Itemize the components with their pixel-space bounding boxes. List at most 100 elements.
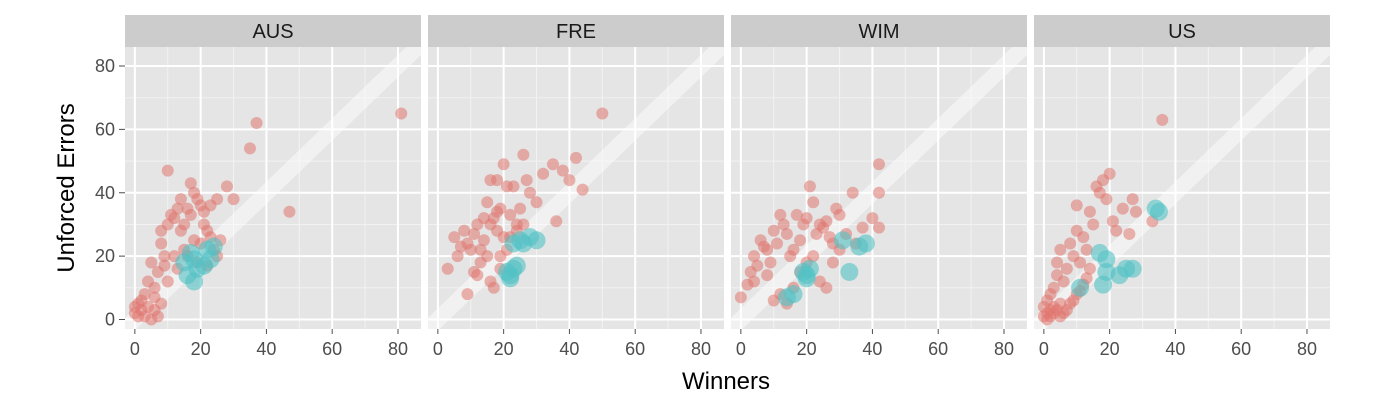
- data-point-salmon: [158, 250, 171, 263]
- data-point-salmon: [1100, 193, 1113, 206]
- data-point-salmon: [807, 196, 820, 209]
- data-point-salmon: [1116, 202, 1129, 215]
- data-point-salmon: [1083, 262, 1096, 275]
- data-point-salmon: [395, 107, 408, 120]
- data-point-teal: [1097, 250, 1116, 269]
- data-point-salmon: [748, 250, 761, 263]
- data-point-salmon: [148, 281, 161, 294]
- x-tick-label: 80: [1297, 339, 1317, 359]
- facet-strip-aus: [125, 15, 421, 47]
- x-tick-label: 60: [928, 339, 948, 359]
- x-tick-label: 40: [862, 339, 882, 359]
- data-point-salmon: [174, 193, 187, 206]
- x-axis-title: Winners: [682, 368, 770, 395]
- data-point-salmon: [184, 208, 197, 221]
- data-point-salmon: [807, 250, 820, 263]
- data-point-salmon: [161, 275, 174, 288]
- data-point-salmon: [761, 243, 774, 256]
- x-tick-label: 60: [625, 339, 645, 359]
- y-tick-label: 20: [95, 246, 115, 266]
- data-point-salmon: [481, 250, 494, 263]
- data-point-salmon: [1077, 231, 1090, 244]
- x-tick-label: 0: [1039, 339, 1049, 359]
- x-tick-label: 0: [130, 339, 140, 359]
- data-point-salmon: [530, 196, 543, 209]
- data-point-salmon: [1047, 281, 1060, 294]
- data-point-salmon: [155, 297, 168, 310]
- data-point-salmon: [774, 208, 787, 221]
- facet-strip-fre: [428, 15, 724, 47]
- data-point-salmon: [1060, 262, 1073, 275]
- data-point-teal: [527, 231, 546, 250]
- data-point-salmon: [820, 281, 833, 294]
- data-point-salmon: [563, 174, 576, 187]
- data-point-salmon: [1080, 243, 1093, 256]
- data-point-salmon: [128, 300, 141, 313]
- data-point-teal: [1071, 278, 1090, 297]
- data-point-salmon: [497, 158, 510, 171]
- x-tick-label: 60: [1231, 339, 1251, 359]
- data-point-salmon: [220, 180, 233, 193]
- facet-strip-wim: [731, 15, 1027, 47]
- x-tick-label: 0: [736, 339, 746, 359]
- data-point-salmon: [243, 142, 256, 155]
- data-point-salmon: [787, 243, 800, 256]
- x-tick-label: 80: [994, 339, 1014, 359]
- data-point-salmon: [487, 281, 500, 294]
- y-tick-label: 60: [95, 119, 115, 139]
- facet-label-aus: AUS: [252, 21, 293, 43]
- data-point-salmon: [204, 199, 217, 212]
- data-point-salmon: [481, 196, 494, 209]
- data-point-teal: [840, 262, 859, 281]
- data-point-salmon: [873, 221, 885, 234]
- data-point-teal: [185, 250, 204, 269]
- data-point-salmon: [517, 218, 530, 231]
- y-tick-label: 80: [95, 56, 115, 76]
- x-tick-label: 60: [322, 339, 342, 359]
- data-point-teal: [856, 234, 875, 253]
- data-point-salmon: [468, 227, 481, 240]
- data-point-salmon: [826, 256, 839, 269]
- x-tick-label: 20: [1100, 339, 1120, 359]
- data-point-salmon: [751, 259, 764, 272]
- data-point-salmon: [777, 218, 790, 231]
- data-point-salmon: [546, 158, 559, 171]
- reference-line-y-equals-x: [731, 47, 1027, 329]
- data-point-teal: [833, 231, 852, 250]
- data-point-salmon: [494, 250, 507, 263]
- data-point-salmon: [227, 193, 240, 206]
- data-point-salmon: [145, 256, 158, 269]
- data-point-salmon: [1129, 205, 1142, 218]
- y-tick-label: 40: [95, 183, 115, 203]
- data-point-salmon: [576, 183, 589, 196]
- data-point-teal: [1149, 202, 1168, 221]
- data-point-salmon: [1083, 205, 1096, 218]
- data-point-salmon: [491, 205, 504, 218]
- data-point-salmon: [520, 174, 533, 187]
- data-point-salmon: [800, 212, 813, 225]
- data-point-salmon: [158, 259, 171, 272]
- x-tick-label: 80: [691, 339, 711, 359]
- data-point-salmon: [596, 107, 609, 120]
- data-point-salmon: [168, 212, 181, 225]
- facet-label-wim: WIM: [858, 21, 899, 43]
- data-point-salmon: [873, 186, 885, 199]
- data-point-salmon: [1064, 237, 1077, 250]
- data-point-teal: [501, 266, 520, 285]
- data-point-salmon: [477, 234, 490, 247]
- data-point-salmon: [550, 215, 563, 228]
- data-point-salmon: [174, 224, 187, 237]
- data-point-salmon: [1156, 113, 1169, 126]
- data-point-salmon: [514, 202, 527, 215]
- x-tick-label: 40: [559, 339, 579, 359]
- facet-strip-us: [1034, 15, 1330, 47]
- data-point-salmon: [856, 221, 869, 234]
- data-point-salmon: [155, 237, 168, 250]
- facet-label-us: US: [1168, 21, 1196, 43]
- data-point-salmon: [517, 148, 530, 161]
- data-point-salmon: [491, 174, 504, 187]
- y-axis-title: Unforced Errors: [53, 103, 80, 272]
- data-point-salmon: [471, 269, 484, 282]
- x-tick-label: 20: [494, 339, 514, 359]
